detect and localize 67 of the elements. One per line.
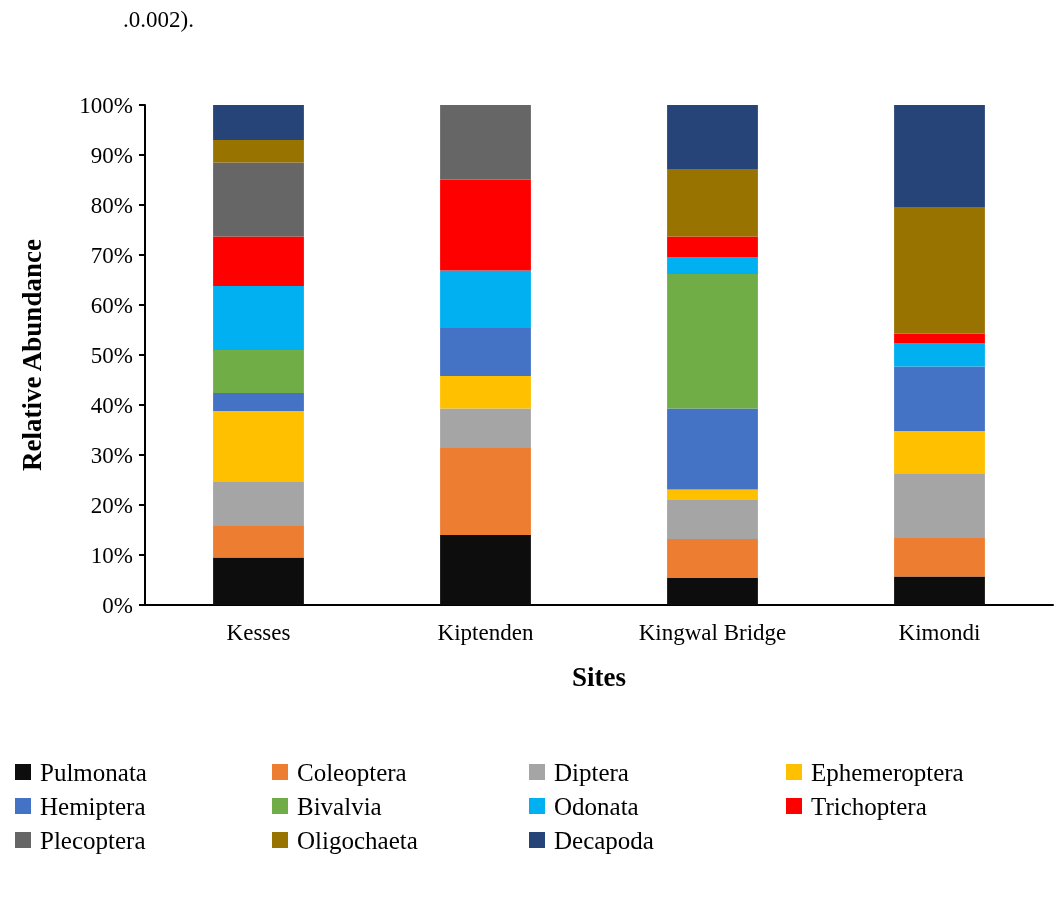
y-tick-label: 100%	[79, 92, 133, 118]
bar	[667, 257, 758, 274]
bar	[440, 376, 531, 409]
bar	[894, 105, 985, 207]
x-tick-label: Kimondi	[898, 620, 981, 645]
bar	[667, 578, 758, 605]
y-tick-label: 20%	[90, 492, 133, 518]
bar	[213, 411, 304, 482]
bar	[667, 169, 758, 237]
legend-label: Decapoda	[554, 826, 654, 854]
bar	[667, 105, 758, 169]
bar	[213, 105, 304, 140]
y-tick-label: 40%	[90, 392, 133, 418]
bar	[440, 408, 531, 448]
bar	[213, 350, 304, 393]
legend-label: Coleoptera	[297, 758, 407, 786]
legend-label: Hemiptera	[40, 792, 146, 820]
y-tick-label: 80%	[90, 192, 133, 218]
bar	[440, 328, 531, 376]
bar	[894, 576, 985, 605]
bar	[213, 393, 304, 411]
bar	[440, 448, 531, 535]
y-tick-label: 90%	[90, 142, 133, 168]
x-tick-label: Kiptenden	[437, 620, 534, 645]
bar	[667, 539, 758, 578]
y-tick-label: 70%	[90, 242, 133, 268]
legend-label: Plecoptera	[40, 826, 146, 854]
bar	[213, 526, 304, 558]
legend-label: Ephemeroptera	[811, 758, 964, 786]
y-tick-label: 30%	[90, 442, 133, 468]
legend-label: Pulmonata	[40, 758, 147, 786]
bar	[667, 236, 758, 258]
bar	[213, 162, 304, 237]
legend-label: Trichoptera	[811, 792, 927, 820]
text: .0.002).	[123, 7, 194, 32]
bar	[213, 286, 304, 350]
y-axis-title: Relative Abundance	[16, 239, 47, 471]
bar	[667, 500, 758, 539]
legend-label: Odonata	[554, 792, 639, 820]
legend-label: Oligochaeta	[297, 826, 418, 854]
bar	[894, 431, 985, 474]
bar	[894, 366, 985, 431]
bar	[894, 343, 985, 367]
bar	[440, 179, 531, 271]
legend-label: Bivalvia	[297, 792, 382, 820]
y-tick-label: 0%	[102, 592, 133, 618]
bar	[894, 207, 985, 334]
bar	[440, 535, 531, 605]
bar	[894, 474, 985, 538]
bar	[894, 538, 985, 577]
x-tick-label: Kingwal Bridge	[638, 620, 787, 645]
bar	[213, 557, 304, 605]
bar	[440, 105, 531, 180]
bar	[667, 489, 758, 500]
y-tick-label: 10%	[90, 542, 133, 568]
bar	[667, 408, 758, 490]
bar	[213, 482, 304, 526]
bar	[213, 236, 304, 286]
bar	[440, 270, 531, 328]
legend-label: Diptera	[554, 758, 629, 786]
bar	[894, 333, 985, 344]
x-tick-label: Kesses	[226, 620, 291, 645]
bar	[213, 140, 304, 163]
x-axis-title: Sites	[572, 661, 626, 692]
bar	[667, 274, 758, 409]
y-tick-label: 60%	[90, 292, 133, 318]
y-tick-label: 50%	[90, 342, 133, 368]
